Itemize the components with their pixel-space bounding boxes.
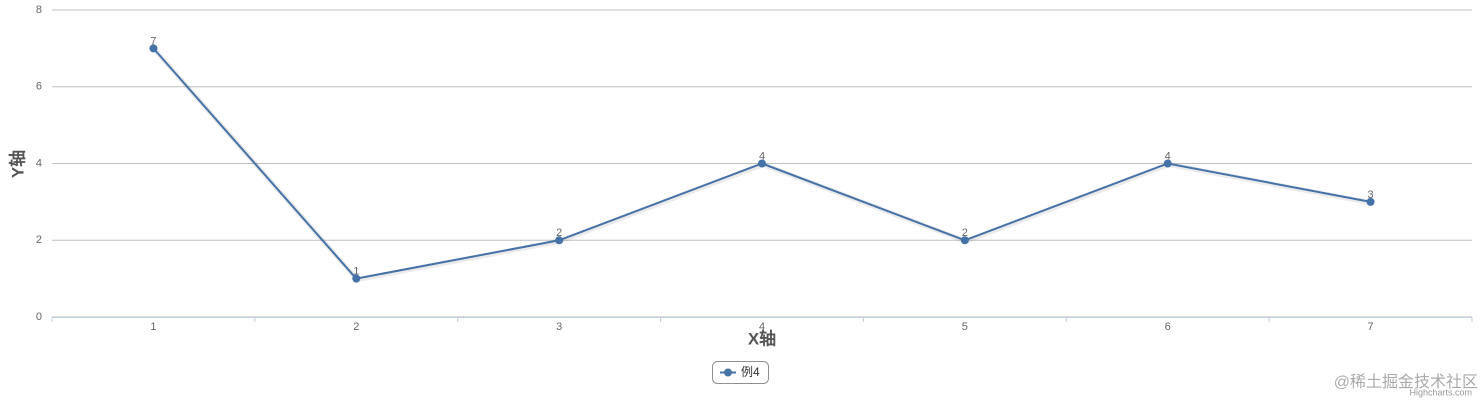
y-tick-label: 6 [36, 81, 42, 93]
data-label: 4 [1165, 150, 1171, 162]
y-tick-label: 4 [36, 157, 42, 169]
y-tick-label: 8 [36, 4, 42, 16]
x-tick-label: 3 [556, 321, 562, 333]
x-tick-label: 5 [962, 321, 968, 333]
watermark: @稀土掘金技术社区 [1334, 373, 1478, 391]
point-marker [1366, 197, 1375, 206]
legend: 例4 [712, 361, 769, 384]
legend-label: 例4 [741, 365, 760, 379]
point-marker [149, 44, 158, 53]
point-marker [352, 274, 361, 283]
legend-box [712, 361, 769, 384]
point-marker [758, 159, 766, 168]
data-label: 3 [1368, 189, 1374, 201]
x-tick-label: 6 [1165, 321, 1171, 333]
x-tick-label: 7 [1368, 321, 1374, 333]
data-label: 2 [962, 227, 968, 239]
y-tick-label: 0 [36, 311, 42, 323]
y-axis-title: Y轴 [7, 150, 27, 178]
x-tick-label: 2 [353, 321, 359, 333]
data-label: 1 [353, 266, 359, 278]
credits: Highcharts.com [1409, 387, 1472, 397]
y-tick-label: 2 [36, 234, 42, 246]
data-label: 7 [150, 35, 156, 47]
x-tick-label: 1 [150, 321, 156, 333]
point-marker [960, 236, 969, 245]
point-marker [1163, 159, 1172, 168]
data-label: 2 [556, 227, 562, 239]
x-axis-title: X轴 [748, 328, 776, 348]
legend-marker [724, 368, 732, 377]
point-marker [555, 236, 564, 245]
data-label: 4 [759, 150, 765, 162]
x-tick-label: 4 [759, 321, 765, 333]
